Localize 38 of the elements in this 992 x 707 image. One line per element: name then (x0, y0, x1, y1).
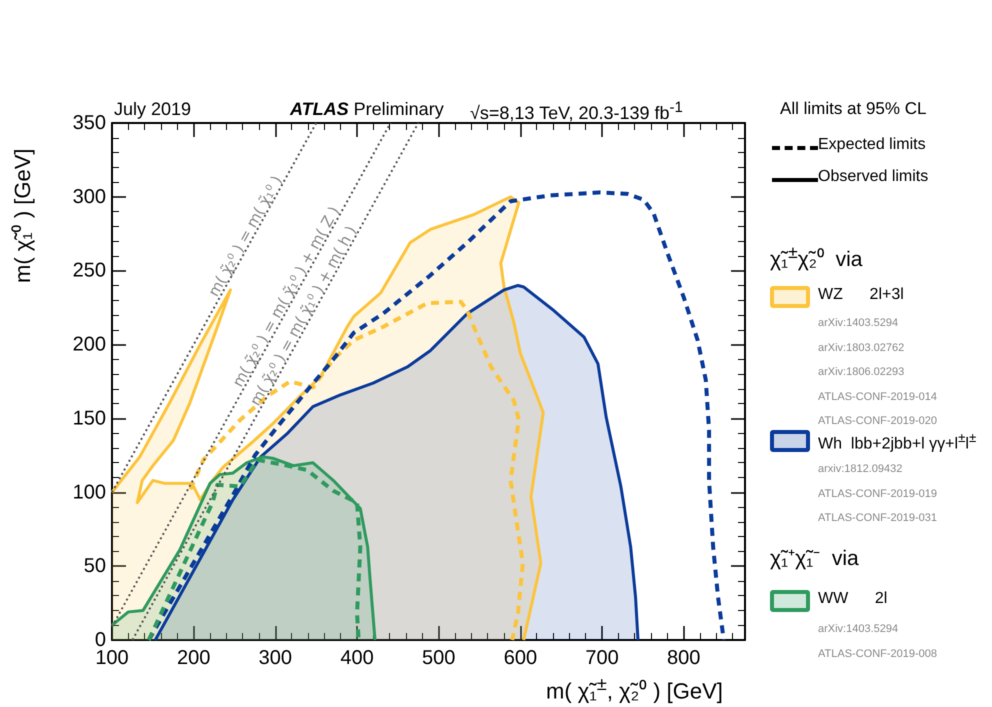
text: arXiv:1803.02762 (818, 342, 904, 354)
text: ATLAS-CONF-2019-008 (818, 648, 938, 660)
y-tick-label: 250 (72, 260, 106, 282)
x-axis-title: m( χ̃₁$^{±}$, χ̃₂⁰ ) [GeV] (546, 673, 723, 704)
y-tick-label: 150 (72, 407, 106, 430)
text: arxiv:1812.09432 (818, 463, 902, 475)
x-tick-label: 300 (258, 647, 292, 669)
x-tick-label: 700 (585, 647, 619, 669)
y-tick-label: 100 (72, 481, 106, 504)
x-tick-label: 400 (340, 647, 374, 669)
text: arXiv:1403.5294 (818, 623, 898, 635)
y-tick-label: 50 (84, 555, 106, 578)
y-tick-label: 200 (72, 334, 106, 356)
text: χ̃₁⁺χ̃₁⁻ via (770, 547, 859, 570)
x-tick-label: 500 (422, 647, 456, 669)
text: All limits at 95% CL (780, 99, 926, 118)
text: ATLAS-CONF-2019-019 (818, 488, 938, 500)
text: ATLAS-CONF-2019-020 (818, 415, 938, 427)
x-tick-label: 600 (504, 647, 538, 669)
text: χ̃₁$^{±}$χ̃₂⁰ via (770, 242, 862, 271)
y-tick-label: 0 (94, 629, 106, 651)
text: ATLAS-CONF-2019-031 (818, 512, 938, 524)
text: July 2019 (114, 99, 192, 119)
x-tick-label: 200 (176, 647, 210, 669)
y-axis-title: m( χ̃₁⁰ ) [GeV] (10, 148, 35, 283)
text: arXiv:1806.02293 (818, 366, 904, 378)
x-tick-label: 800 (667, 647, 700, 669)
chart-subtitle: √s=8,13 TeV, 20.3-139 fb$^{-1}$ (470, 99, 683, 123)
text: arXiv:1403.5294 (818, 317, 898, 329)
text: ATLAS-CONF-2019-014 (818, 390, 938, 402)
legend-label: WZ 2l+3l (818, 286, 904, 303)
legend-label: Wh lbb+2jbb+l γγ+l$^{±}$l$^{±}$ (818, 430, 976, 452)
text: Expected limits (818, 136, 926, 153)
y-tick-label: 350 (72, 112, 106, 134)
y-tick-label: 300 (72, 186, 106, 208)
chart-title: ATLAS Preliminary (290, 99, 444, 119)
text: Observed limits (818, 168, 928, 185)
legend-label: WW 2l (818, 590, 888, 607)
